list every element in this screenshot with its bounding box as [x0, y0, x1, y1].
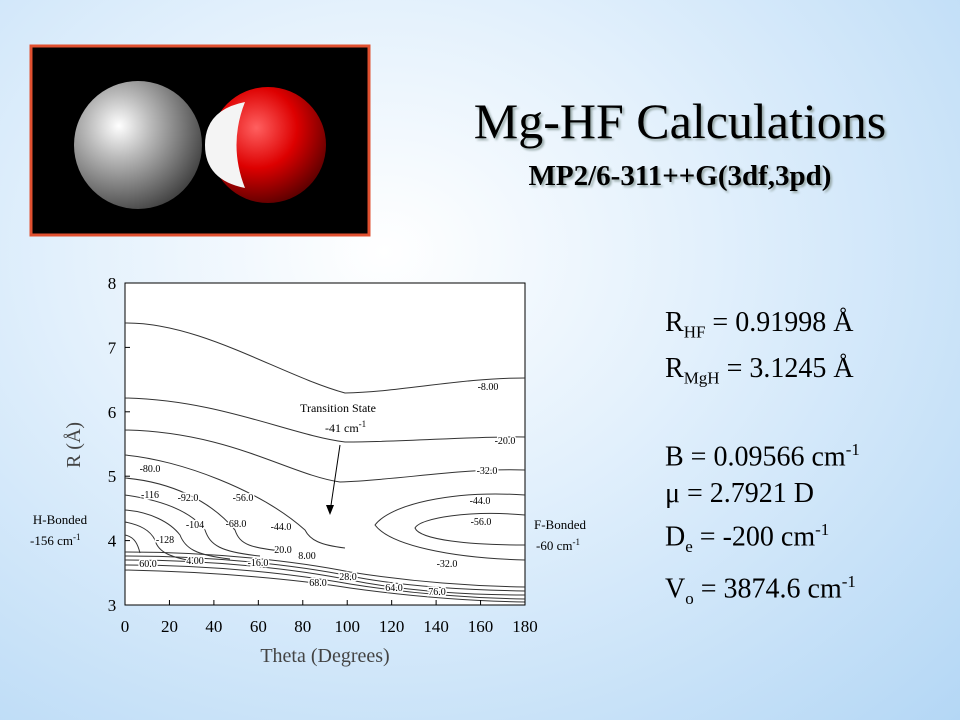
x-tick-label: 120 — [379, 617, 405, 636]
contour-label: -128 — [156, 535, 174, 546]
title: Mg-HF Calculations — [473, 93, 887, 149]
annotation: H-Bonded — [33, 512, 88, 527]
text-part: = 3.1245 Å — [719, 352, 854, 384]
contour-label: -116 — [141, 490, 159, 501]
contour-label: 4.00 — [186, 556, 204, 567]
property-line: B = 0.09566 cm-1 — [665, 432, 860, 475]
y-axis-label: R (Å) — [63, 422, 85, 468]
text-part: R — [665, 307, 684, 338]
text-part: -60 cm — [536, 538, 572, 553]
text-part: V — [665, 573, 686, 605]
y-tick-label: 3 — [108, 596, 117, 615]
x-tick-label: 160 — [468, 617, 494, 636]
x-axis-label: Theta (Degrees) — [260, 645, 389, 667]
contour-plot: Theta (Degrees) R (Å) Transition State -… — [30, 274, 587, 667]
x-tick-label: 80 — [294, 617, 311, 636]
contours — [124, 322, 526, 603]
text-part: -1 — [572, 537, 580, 547]
y-tick-label: 5 — [108, 467, 117, 486]
contour-label: -20.0 — [495, 436, 516, 447]
text-part: e — [685, 536, 693, 556]
contour-label: -56.0 — [233, 493, 254, 504]
contour-label: 68.0 — [309, 578, 327, 589]
text-part: = -200 cm — [692, 520, 816, 552]
contour-label: 76.0 — [428, 587, 446, 598]
x-tick-label: 140 — [423, 617, 449, 636]
annotation: -41 cm-1 — [325, 419, 366, 435]
contour-label: 64.0 — [385, 583, 403, 594]
text-part: -1 — [845, 440, 860, 460]
mg-atom — [74, 81, 202, 209]
text-part: = 0.91998 Å — [705, 307, 854, 338]
text-part: B = 0.09566 cm — [665, 441, 846, 473]
property-line: μ = 2.7921 D — [665, 476, 860, 512]
contour-label: 28.0 — [339, 572, 357, 583]
contour-label: -68.0 — [226, 519, 247, 530]
x-tick-label: 40 — [205, 617, 222, 636]
contour-label: -8.00 — [478, 382, 499, 393]
text-part: R — [665, 352, 684, 384]
contour-label: -56.0 — [471, 517, 492, 528]
arrow — [329, 444, 341, 513]
contour-label: -44.0 — [271, 522, 292, 533]
subtitle: MP2/6-311++G(3df,3pd) — [528, 160, 832, 192]
text-part: HF — [683, 322, 706, 342]
x-tick-label: 0 — [121, 617, 130, 636]
h-atom — [205, 102, 245, 188]
plot-frame — [124, 282, 526, 606]
contour-label: 8.00 — [298, 551, 316, 562]
text-part: -156 cm — [30, 533, 73, 548]
contour-label: 60.0 — [139, 559, 157, 570]
property-line: Vo = 3874.6 cm-1 — [665, 564, 860, 617]
text-part: -1 — [815, 519, 830, 539]
y-tick-label: 8 — [108, 274, 117, 293]
contour-label: -92.0 — [178, 493, 199, 504]
x-tick-label: 100 — [334, 617, 360, 636]
contour-label: -104 — [186, 520, 204, 531]
contour-label: -16.0 — [248, 558, 269, 569]
annotation: -60 cm-1 — [536, 537, 580, 553]
contour-label: -32.0 — [477, 466, 498, 477]
annotation: F-Bonded — [534, 517, 587, 532]
text-part: -1 — [841, 572, 856, 592]
contour-label: -44.0 — [470, 496, 491, 507]
x-tick-label: 20 — [161, 617, 178, 636]
property-line: RMgH = 3.1245 Å — [665, 351, 860, 397]
text-part: = 3874.6 cm — [693, 573, 842, 605]
contour-label: -32.0 — [437, 559, 458, 570]
contour-label: 20.0 — [274, 545, 292, 556]
text-part: -41 cm — [325, 421, 359, 435]
x-tick-label: 60 — [250, 617, 267, 636]
property-line: RHF = 0.91998 Å — [665, 305, 860, 351]
contour-label: -80.0 — [140, 464, 161, 475]
text-part: MgH — [683, 368, 720, 388]
annotation: Transition State — [300, 401, 376, 415]
y-tick-label: 4 — [108, 532, 117, 551]
x-tick-label: 180 — [512, 617, 538, 636]
annotation: -156 cm-1 — [30, 532, 80, 548]
y-tick-label: 7 — [108, 338, 117, 357]
text-part: μ = 2.7921 D — [665, 477, 815, 509]
text-part: -1 — [359, 419, 367, 429]
y-tick-label: 6 — [108, 403, 117, 422]
property-line: De = -200 cm-1 — [665, 512, 860, 565]
arrow-head — [326, 505, 334, 515]
text-part: o — [685, 589, 694, 609]
text-part: D — [665, 520, 686, 552]
text-part: -1 — [73, 532, 81, 542]
